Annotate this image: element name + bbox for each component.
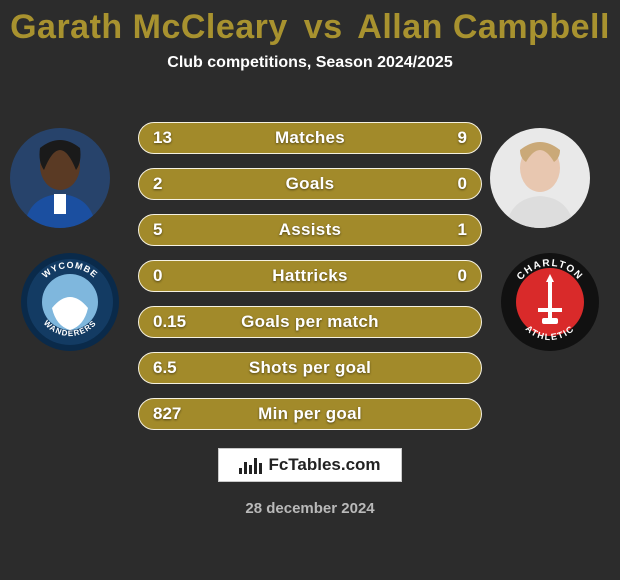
avatar-silhouette bbox=[490, 128, 590, 228]
brand-bars-icon bbox=[239, 456, 262, 474]
vs-separator: vs bbox=[304, 8, 343, 46]
stat-label: Goals bbox=[286, 174, 335, 194]
subtitle: Club competitions, Season 2024/2025 bbox=[0, 54, 620, 72]
page-title: Garath McCleary vs Allan Campbell bbox=[0, 8, 620, 47]
stat-label: Min per goal bbox=[258, 404, 362, 424]
avatar-silhouette bbox=[10, 128, 110, 228]
club-right-crest: CHARLTON ATHLETIC bbox=[500, 252, 600, 352]
stat-value-left: 827 bbox=[153, 404, 181, 424]
stat-row: 6.5 Shots per goal bbox=[138, 352, 482, 384]
stat-label: Matches bbox=[275, 128, 345, 148]
club-left-crest: WYCOMBE WANDERERS bbox=[20, 252, 120, 352]
stat-value-right: 9 bbox=[458, 128, 467, 148]
player-right-name: Allan Campbell bbox=[357, 8, 610, 46]
crest-svg: CHARLTON ATHLETIC bbox=[500, 252, 600, 352]
stat-value-right: 0 bbox=[458, 266, 467, 286]
stat-value-left: 13 bbox=[153, 128, 172, 148]
comparison-card: Garath McCleary vs Allan Campbell Club c… bbox=[0, 0, 620, 580]
stat-label: Hattricks bbox=[272, 266, 347, 286]
stat-row: 0.15 Goals per match bbox=[138, 306, 482, 338]
brand-logo: FcTables.com bbox=[218, 448, 402, 482]
stat-value-left: 0 bbox=[153, 266, 162, 286]
stat-row: 5 Assists 1 bbox=[138, 214, 482, 246]
brand-text: FcTables.com bbox=[268, 455, 380, 475]
stat-value-left: 5 bbox=[153, 220, 162, 240]
stat-value-right: 1 bbox=[458, 220, 467, 240]
player-left-name: Garath McCleary bbox=[10, 8, 288, 46]
player-left-avatar bbox=[10, 128, 110, 228]
stat-label: Goals per match bbox=[241, 312, 379, 332]
crest-svg: WYCOMBE WANDERERS bbox=[20, 252, 120, 352]
stats-block: 13 Matches 9 2 Goals 0 5 Assists 1 0 Hattricks 0 0.1… bbox=[138, 122, 482, 430]
stat-value-left: 2 bbox=[153, 174, 162, 194]
stat-row: 2 Goals 0 bbox=[138, 168, 482, 200]
footer-date: 28 december 2024 bbox=[245, 500, 374, 517]
stat-value-right: 0 bbox=[458, 174, 467, 194]
stat-value-left: 6.5 bbox=[153, 358, 177, 378]
stat-row: 13 Matches 9 bbox=[138, 122, 482, 154]
stat-value-left: 0.15 bbox=[153, 312, 186, 332]
stat-row: 827 Min per goal bbox=[138, 398, 482, 430]
stat-label: Shots per goal bbox=[249, 358, 371, 378]
player-right-avatar bbox=[490, 128, 590, 228]
stat-row: 0 Hattricks 0 bbox=[138, 260, 482, 292]
stat-label: Assists bbox=[279, 220, 342, 240]
